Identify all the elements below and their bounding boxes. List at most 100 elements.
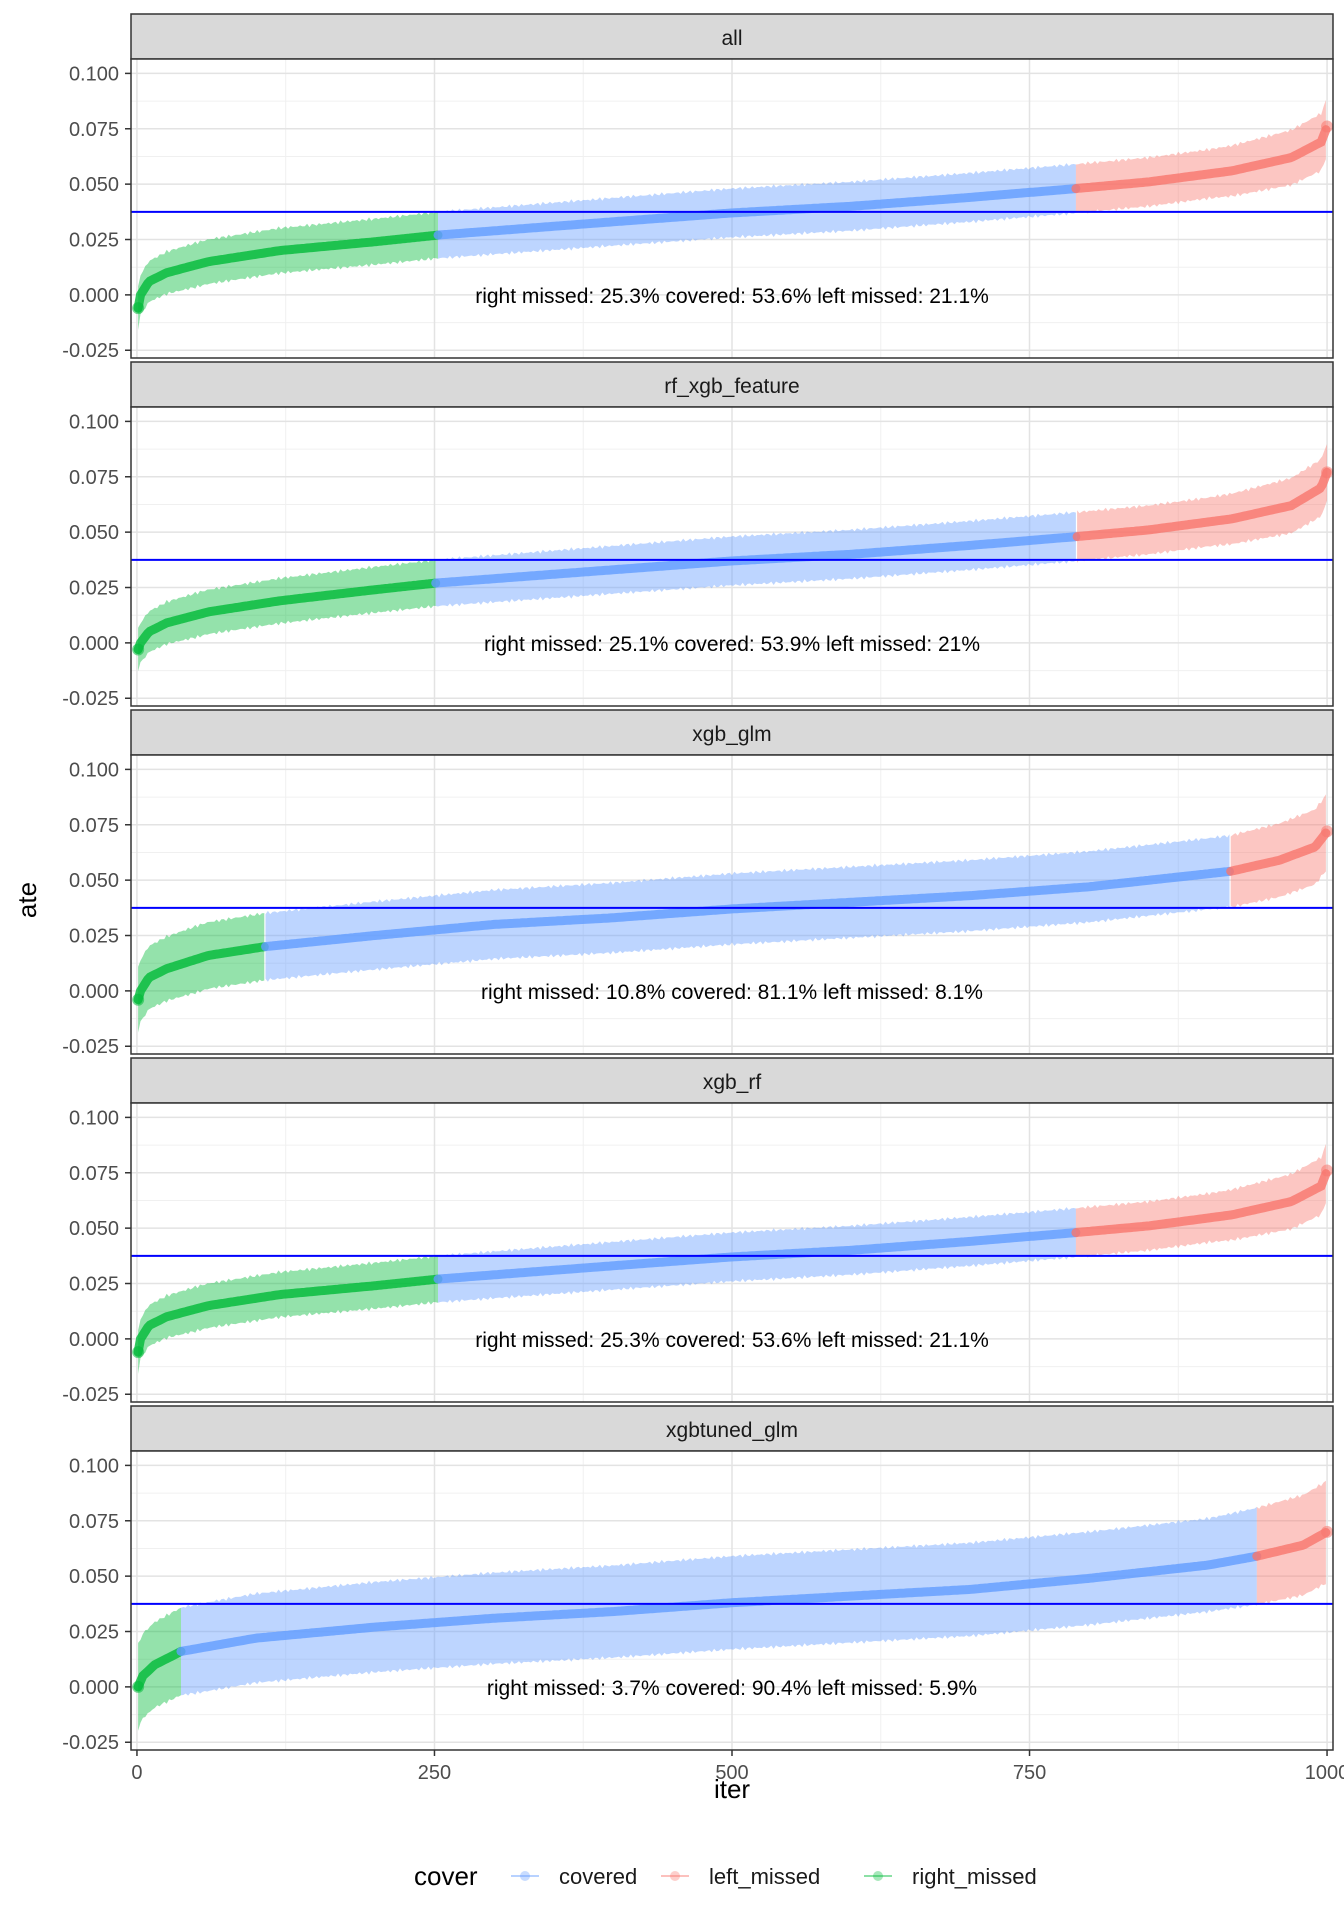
x-tick-label: 1000 <box>1305 1762 1344 1784</box>
y-tick-label: 0.075 <box>69 119 119 141</box>
y-tick-label: -0.025 <box>62 1732 119 1754</box>
end-point <box>1321 466 1333 479</box>
estimate-line-left-missed <box>1072 467 1332 542</box>
strip-rf_xgb_feature <box>130 361 1334 408</box>
y-tick-label: 0.050 <box>69 1218 119 1240</box>
x-tick-label: 500 <box>715 1762 748 1784</box>
y-tick-label: 0.050 <box>69 522 119 544</box>
panel-all: all right missed: 25.3% covered: 53.6% le… <box>62 13 1334 362</box>
coverage-annotation: right missed: 25.3% covered: 53.6% left … <box>475 285 989 308</box>
start-point <box>132 1346 145 1359</box>
x-axis: 0 250 500 750 1000 <box>131 1750 1344 1784</box>
coverage-annotation: right missed: 25.3% covered: 53.6% left … <box>475 1329 989 1352</box>
y-tick-label: 0.100 <box>69 759 119 781</box>
ci-band-right-missed <box>138 912 265 1033</box>
y-tick-label: 0.075 <box>69 467 119 489</box>
strip-label: xgb_rf <box>703 1071 762 1094</box>
estimate-line-left-missed <box>1071 1169 1331 1238</box>
estimate-line-right-missed <box>133 1274 443 1357</box>
y-tick-label: 0.000 <box>69 285 119 307</box>
y-tick-label: 0.000 <box>69 633 119 655</box>
y-axis: -0.025 0.000 0.025 0.050 0.075 0.100 <box>62 411 131 710</box>
y-tick-label: 0.050 <box>69 870 119 892</box>
panels: all right missed: 25.3% covered: 53.6% le… <box>62 13 1334 1754</box>
estimate-line-right-missed <box>133 1646 186 1692</box>
x-tick-label: 0 <box>131 1762 142 1784</box>
y-tick-label: -0.025 <box>62 688 119 710</box>
y-tick-label: 0.050 <box>69 174 119 196</box>
start-point <box>132 993 145 1006</box>
end-point <box>1321 1525 1333 1538</box>
x-tick-label: 250 <box>418 1762 451 1784</box>
x-tick-label: 750 <box>1013 1762 1046 1784</box>
y-tick-label: 0.050 <box>69 1566 119 1588</box>
ci-band-right-missed <box>138 1607 181 1731</box>
y-tick-label: 0.100 <box>69 411 119 433</box>
strip-label: all <box>721 27 742 50</box>
coverage-annotation: right missed: 25.1% covered: 53.9% left … <box>484 633 980 656</box>
panel-border <box>130 406 1334 707</box>
strip-label: xgb_glm <box>692 723 771 746</box>
ci-band-left-missed <box>1256 1480 1326 1606</box>
ci-band-left-missed <box>1230 794 1326 908</box>
panel-border <box>130 1102 1334 1403</box>
y-tick-label: -0.025 <box>62 1384 119 1406</box>
strip-label: xgbtuned_glm <box>666 1419 798 1442</box>
y-tick-label: 0.100 <box>69 63 119 85</box>
y-tick-label: 0.000 <box>69 981 119 1003</box>
estimate-line-left-missed <box>1226 828 1331 876</box>
coverage-annotation: right missed: 10.8% covered: 81.1% left … <box>481 981 983 1004</box>
y-tick-label: -0.025 <box>62 340 119 362</box>
end-point <box>1321 825 1333 838</box>
gridlines <box>131 407 1333 706</box>
x-axis-title: iter <box>714 1774 750 1804</box>
y-tick-label: 0.000 <box>69 1677 119 1699</box>
y-tick-label: 0.025 <box>69 578 119 600</box>
legend: cover covered left_missed right_missed <box>414 1861 1037 1891</box>
start-point <box>132 1680 145 1693</box>
y-tick-label: 0.100 <box>69 1455 119 1477</box>
legend-label-right-missed: right_missed <box>912 1864 1037 1889</box>
panel-border <box>130 754 1334 1055</box>
y-tick-label: 0.025 <box>69 926 119 948</box>
legend-key-point-left-missed <box>670 1871 680 1881</box>
y-tick-label: 0.025 <box>69 1622 119 1644</box>
legend-key-point-covered <box>520 1871 530 1881</box>
y-axis: -0.025 0.000 0.025 0.050 0.075 0.100 <box>62 759 131 1058</box>
estimate-line-right-missed <box>133 942 269 1005</box>
coverage-annotation: right missed: 3.7% covered: 90.4% left m… <box>487 1677 977 1700</box>
y-axis: -0.025 0.000 0.025 0.050 0.075 0.100 <box>62 63 131 362</box>
y-tick-label: 0.075 <box>69 815 119 837</box>
y-tick-label: -0.025 <box>62 1036 119 1058</box>
y-tick-label: 0.075 <box>69 1511 119 1533</box>
panel-border <box>130 58 1334 359</box>
y-axis: -0.025 0.000 0.025 0.050 0.075 0.100 <box>62 1455 131 1754</box>
strip-xgb_glm <box>130 709 1334 756</box>
end-point <box>1321 120 1333 133</box>
legend-title: cover <box>414 1861 478 1891</box>
legend-label-covered: covered <box>559 1864 637 1889</box>
estimate-line-right-missed <box>133 578 441 654</box>
estimate-line-right-missed <box>133 230 443 313</box>
estimate-line-left-missed <box>1252 1528 1331 1561</box>
y-axis: -0.025 0.000 0.025 0.050 0.075 0.100 <box>62 1107 131 1406</box>
strip-xgb_rf <box>130 1057 1334 1104</box>
y-axis-title: ate <box>12 882 42 918</box>
legend-key-point-right-missed <box>873 1871 883 1881</box>
y-tick-label: 0.100 <box>69 1107 119 1129</box>
strip-all <box>130 13 1334 60</box>
estimate-line-left-missed <box>1071 125 1331 194</box>
start-point <box>132 302 145 315</box>
end-point <box>1321 1164 1333 1177</box>
legend-label-left-missed: left_missed <box>709 1864 820 1889</box>
y-tick-label: 0.075 <box>69 1163 119 1185</box>
gridlines <box>131 1103 1333 1402</box>
strip-label: rf_xgb_feature <box>664 375 799 398</box>
start-point <box>132 643 145 656</box>
y-tick-label: 0.025 <box>69 230 119 252</box>
